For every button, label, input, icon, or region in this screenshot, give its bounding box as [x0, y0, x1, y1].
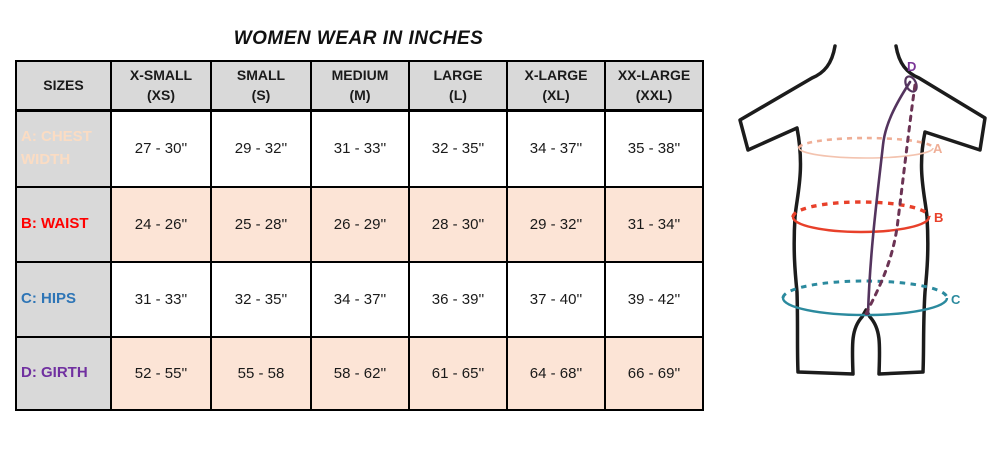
table-row-hips: C: HIPS 31 - 33'' 32 - 35'' 34 - 37'' 36…	[15, 261, 704, 339]
column-name: X-SMALL	[129, 67, 193, 83]
cell-girth-s: 55 - 58	[210, 336, 312, 412]
column-header-large: LARGE (L)	[408, 59, 508, 112]
column-name: LARGE	[433, 67, 483, 83]
cell-waist-xs: 24 - 26''	[110, 186, 212, 264]
table-row-waist: B: WAIST 24 - 26'' 25 - 28'' 26 - 29'' 2…	[15, 186, 704, 264]
column-abbr: (L)	[449, 87, 467, 104]
column-name: X-LARGE	[524, 67, 588, 83]
cell-girth-xs: 52 - 55''	[110, 336, 212, 412]
column-header-xlarge: X-LARGE (XL)	[506, 59, 606, 112]
cell-girth-xl: 64 - 68''	[506, 336, 606, 412]
cell-chest-xl: 34 - 37''	[506, 109, 606, 189]
table-row-chest-width: A: CHEST WIDTH 27 - 30'' 29 - 32'' 31 - …	[15, 109, 704, 189]
column-abbr: (M)	[349, 87, 371, 104]
cell-girth-m: 58 - 62''	[310, 336, 410, 412]
column-header-xxlarge: XX-LARGE (XXL)	[604, 59, 704, 112]
body-outline	[738, 44, 987, 376]
cell-hips-xxl: 39 - 42''	[604, 261, 704, 339]
table-row-girth: D: GIRTH 52 - 55'' 55 - 58 58 - 62'' 61 …	[15, 336, 704, 412]
row-label-hips: C: HIPS	[15, 261, 112, 339]
column-name: XX-LARGE	[617, 67, 691, 83]
row-label-girth: D: GIRTH	[15, 336, 112, 412]
column-abbr: (S)	[251, 87, 271, 104]
cell-waist-s: 25 - 28''	[210, 186, 312, 264]
cell-girth-l: 61 - 65''	[408, 336, 508, 412]
column-header-medium: MEDIUM (M)	[310, 59, 410, 112]
girth-line-front	[866, 80, 912, 316]
cell-chest-s: 29 - 32''	[210, 109, 312, 189]
cell-chest-xs: 27 - 30''	[110, 109, 212, 189]
column-name: SMALL	[236, 67, 286, 83]
cell-hips-s: 32 - 35''	[210, 261, 312, 339]
cell-girth-xxl: 66 - 69''	[604, 336, 704, 412]
column-abbr: (XXL)	[635, 87, 673, 104]
hips-ellipse-bottom	[781, 297, 949, 317]
hips-ellipse-top-dashed	[781, 279, 949, 299]
column-header-small: SMALL (S)	[210, 59, 312, 112]
sizes-corner-header: SIZES	[15, 59, 112, 112]
diagram-label-girth: D	[907, 59, 916, 74]
girth-line-back-dashed	[863, 83, 917, 318]
body-measurement-figure: A B C D	[738, 44, 987, 376]
waist-ellipse-top-dashed	[791, 200, 931, 218]
cell-hips-l: 36 - 39''	[408, 261, 508, 339]
column-abbr: (XL)	[542, 87, 570, 104]
chest-ellipse-bottom	[798, 147, 934, 159]
cell-chest-l: 32 - 35''	[408, 109, 508, 189]
header-row: SIZES X-SMALL (XS) SMALL (S) MEDIUM (M) …	[15, 59, 704, 112]
size-chart-table: SIZES X-SMALL (XS) SMALL (S) MEDIUM (M) …	[15, 59, 704, 412]
column-name: MEDIUM	[331, 67, 389, 83]
cell-chest-m: 31 - 33''	[310, 109, 410, 189]
cell-waist-l: 28 - 30''	[408, 186, 508, 264]
cell-hips-xl: 37 - 40''	[506, 261, 606, 339]
row-label-waist: B: WAIST	[15, 186, 112, 264]
column-abbr: (XS)	[147, 87, 175, 104]
page-title: WOMEN WEAR IN INCHES	[233, 28, 484, 49]
column-header-xsmall: X-SMALL (XS)	[110, 59, 212, 112]
cell-chest-xxl: 35 - 38''	[604, 109, 704, 189]
cell-waist-m: 26 - 29''	[310, 186, 410, 264]
cell-hips-m: 34 - 37''	[310, 261, 410, 339]
measurement-diagram: A B C D	[735, 40, 995, 440]
cell-waist-xl: 29 - 32''	[506, 186, 606, 264]
cell-hips-xs: 31 - 33''	[110, 261, 212, 339]
waist-ellipse-bottom	[791, 216, 931, 234]
diagram-label-hips: C	[951, 292, 961, 307]
cell-waist-xxl: 31 - 34''	[604, 186, 704, 264]
diagram-label-chest: A	[933, 141, 943, 156]
row-label-chest-width: A: CHEST WIDTH	[15, 109, 112, 189]
diagram-label-waist: B	[934, 210, 943, 225]
